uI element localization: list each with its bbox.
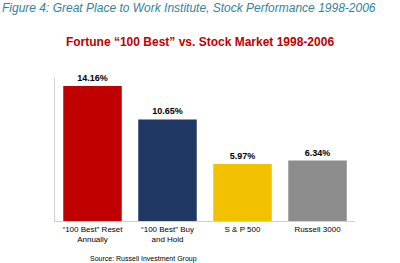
- svg-text:“100 Best” ResetAnnually: “100 Best” ResetAnnually: [62, 225, 123, 244]
- svg-text:Russell 3000: Russell 3000: [294, 225, 341, 234]
- svg-text:S & P 500: S & P 500: [225, 225, 261, 234]
- svg-text:14.16%: 14.16%: [77, 73, 108, 83]
- svg-text:“100 Best” Buyand Hold: “100 Best” Buyand Hold: [141, 225, 194, 244]
- svg-text:Source: Russell Investment Gro: Source: Russell Investment Group: [90, 255, 197, 263]
- svg-text:Figure 4: Great Place to Work: Figure 4: Great Place to Work Institute,…: [2, 1, 376, 15]
- svg-text:5.97%: 5.97%: [230, 151, 256, 161]
- svg-text:10.65%: 10.65%: [152, 106, 183, 116]
- svg-text:6.34%: 6.34%: [305, 148, 331, 158]
- svg-text:Fortune “100 Best” vs. Stock M: Fortune “100 Best” vs. Stock Market 1998…: [66, 35, 334, 49]
